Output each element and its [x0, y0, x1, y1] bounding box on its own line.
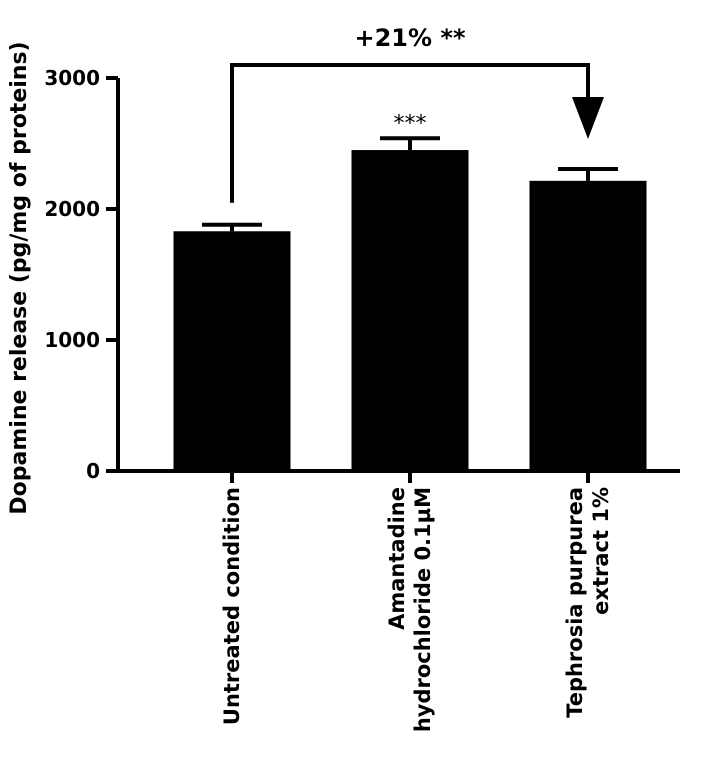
comparison-label: +21% ** — [354, 24, 465, 52]
x-category-label: Tephrosia purpureaextract 1% — [563, 487, 613, 718]
y-axis-title: Dopamine release (pg/mg of proteins) — [7, 41, 32, 514]
bar — [351, 150, 469, 472]
y-tick-label: 0 — [86, 459, 100, 483]
x-category-labels: Untreated condition Amantadinehydrochlori… — [220, 487, 613, 732]
y-tick-label: 1000 — [44, 328, 100, 352]
significance-stars: *** — [394, 111, 427, 136]
arrow-down-icon — [572, 97, 604, 140]
comparison-bracket: +21% ** — [230, 24, 604, 203]
significance-layer: *** — [394, 111, 427, 136]
x-category-label: Untreated condition — [220, 487, 244, 725]
bars-layer — [173, 150, 647, 472]
x-category-label: Amantadinehydrochloride 0.1µM — [385, 487, 435, 732]
y-tick-label: 3000 — [44, 66, 100, 90]
y-tick-label: 2000 — [44, 197, 100, 221]
comparison-bracket-line — [230, 63, 590, 203]
bar — [529, 180, 647, 471]
y-ticks-layer: 0 1000 2000 3000 — [44, 66, 590, 483]
error-bars-layer — [202, 136, 618, 232]
bar — [173, 231, 291, 471]
